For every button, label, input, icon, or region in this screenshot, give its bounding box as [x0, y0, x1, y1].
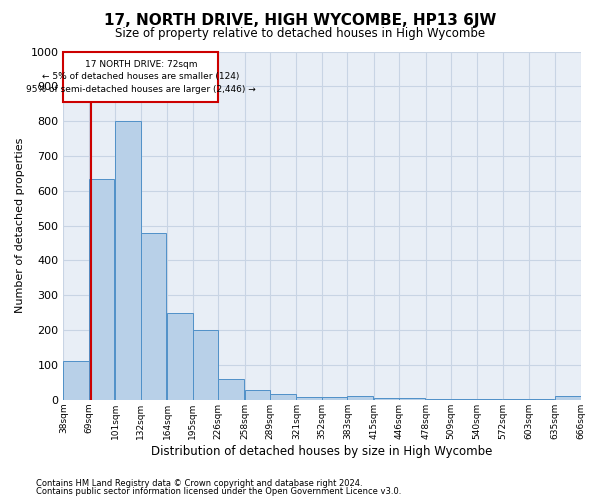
Text: Contains public sector information licensed under the Open Government Licence v3: Contains public sector information licen…: [36, 487, 401, 496]
Text: Size of property relative to detached houses in High Wycombe: Size of property relative to detached ho…: [115, 28, 485, 40]
Bar: [347, 396, 373, 400]
Text: Contains HM Land Registry data © Crown copyright and database right 2024.: Contains HM Land Registry data © Crown c…: [36, 478, 362, 488]
Y-axis label: Number of detached properties: Number of detached properties: [15, 138, 25, 314]
Bar: [193, 330, 218, 400]
Text: 17 NORTH DRIVE: 72sqm
← 5% of detached houses are smaller (124)
95% of semi-deta: 17 NORTH DRIVE: 72sqm ← 5% of detached h…: [26, 60, 256, 94]
Bar: [451, 399, 477, 400]
Bar: [400, 398, 425, 400]
Bar: [64, 52, 218, 102]
Bar: [89, 178, 115, 400]
Text: 17, NORTH DRIVE, HIGH WYCOMBE, HP13 6JW: 17, NORTH DRIVE, HIGH WYCOMBE, HP13 6JW: [104, 12, 496, 28]
Bar: [218, 379, 244, 400]
Bar: [64, 362, 89, 400]
Bar: [374, 398, 400, 400]
Bar: [296, 397, 322, 400]
Bar: [555, 396, 581, 400]
Bar: [477, 399, 502, 400]
Bar: [270, 394, 296, 400]
Bar: [245, 390, 270, 400]
Bar: [167, 314, 193, 400]
Bar: [115, 121, 141, 400]
Bar: [141, 232, 166, 400]
X-axis label: Distribution of detached houses by size in High Wycombe: Distribution of detached houses by size …: [151, 444, 493, 458]
Bar: [426, 398, 451, 400]
Bar: [322, 397, 347, 400]
